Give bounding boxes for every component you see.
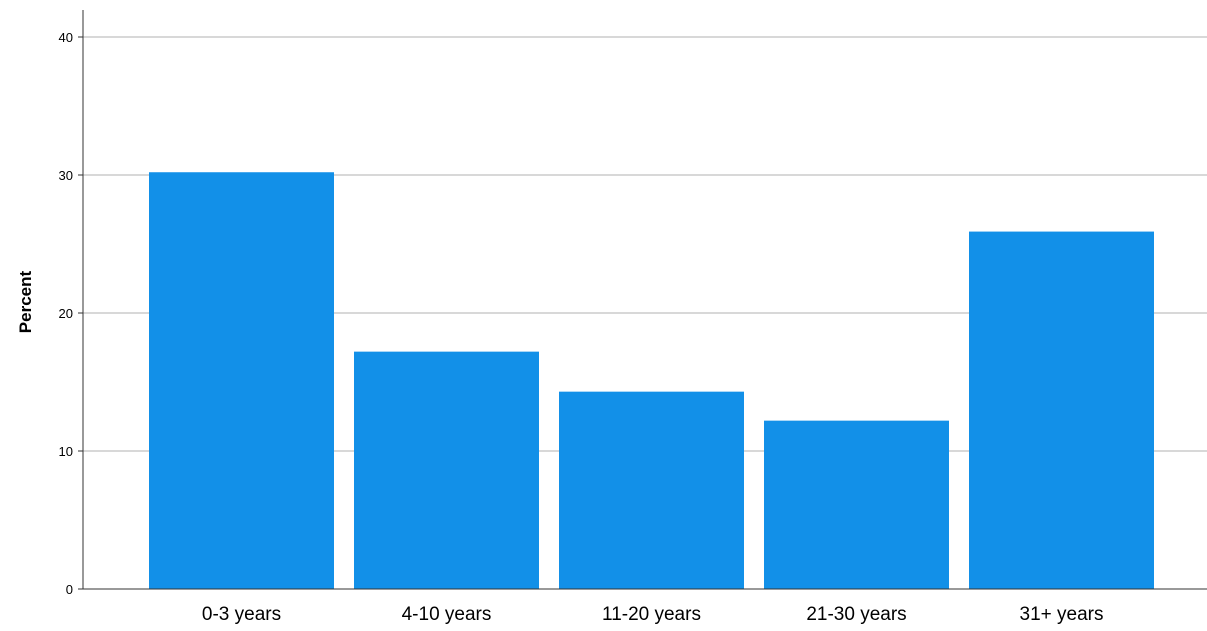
bar-31-years: [969, 231, 1154, 589]
x-label-21-30-years: 21-30 years: [806, 604, 906, 625]
y-axis-title: Percent: [16, 270, 35, 333]
x-label-31-years: 31+ years: [1020, 604, 1104, 625]
y-tick-label-0: 0: [66, 582, 73, 597]
x-label-4-10-years: 4-10 years: [402, 604, 492, 625]
bars: [149, 172, 1154, 590]
axes: [82, 10, 1207, 590]
bar-0-3-years: [149, 172, 334, 590]
x-label-0-3-years: 0-3 years: [202, 604, 281, 625]
y-tick-labels: 0 10 20 30 40: [59, 30, 83, 597]
y-tick-label-20: 20: [59, 306, 73, 321]
y-tick-label-30: 30: [59, 168, 73, 183]
y-tick-label-40: 40: [59, 30, 73, 45]
bar-21-30-years: [764, 420, 949, 589]
bar-4-10-years: [354, 351, 539, 589]
x-label-11-20-years: 11-20 years: [602, 604, 701, 625]
x-category-labels: 0-3 years 4-10 years 11-20 years 21-30 year…: [202, 604, 1104, 625]
y-tick-label-10: 10: [59, 444, 73, 459]
bar-11-20-years: [559, 391, 744, 589]
